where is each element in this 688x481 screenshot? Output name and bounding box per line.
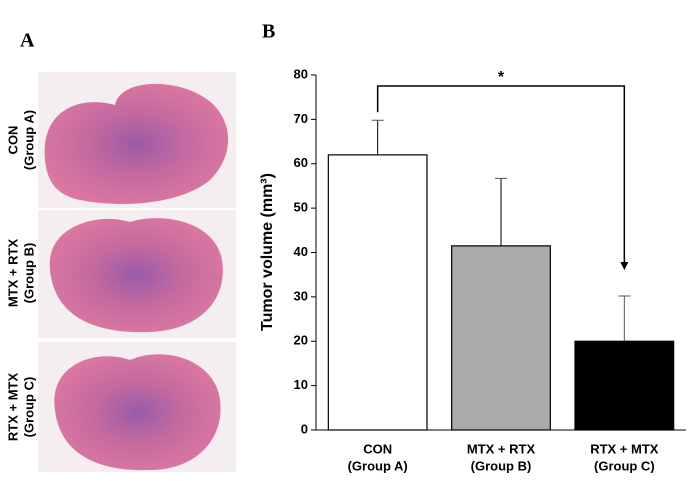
significance-label: * <box>498 69 505 86</box>
image-label: RTX + MTX <box>5 373 20 442</box>
y-tick-label: 80 <box>294 66 308 81</box>
bracket-arrow <box>620 261 629 270</box>
y-tick-label: 10 <box>294 377 308 392</box>
x-tick-label: CON <box>363 441 392 456</box>
image-label: (Group B) <box>21 243 36 304</box>
x-tick-label: (Group A) <box>348 458 408 473</box>
y-tick-label: 50 <box>294 200 308 215</box>
significance-bracket <box>376 85 626 268</box>
bar <box>327 154 428 431</box>
y-tick-label: 0 <box>301 421 308 436</box>
x-tick-label: (Group B) <box>471 458 532 473</box>
y-tick-label: 70 <box>294 111 308 126</box>
image-label: (Group C) <box>21 377 36 438</box>
y-tick-label: 40 <box>294 244 308 259</box>
image-label: CON <box>5 126 20 155</box>
image-label: (Group A) <box>21 110 36 170</box>
y-tick-label: 30 <box>294 288 308 303</box>
panel-label: B <box>262 21 275 43</box>
y-tick-label: 60 <box>294 155 308 170</box>
x-tick-label: RTX + MTX <box>590 441 659 456</box>
x-tick-label: MTX + RTX <box>467 441 536 456</box>
bar <box>574 340 675 431</box>
panel-label: A <box>20 30 35 52</box>
y-tick-label: 20 <box>294 333 308 348</box>
bar <box>451 245 551 431</box>
image-label: MTX + RTX <box>5 239 20 308</box>
y-axis-label: Tumor volume (mm³) <box>259 173 276 331</box>
histology-images <box>38 72 236 472</box>
x-tick-label: (Group C) <box>594 458 655 473</box>
